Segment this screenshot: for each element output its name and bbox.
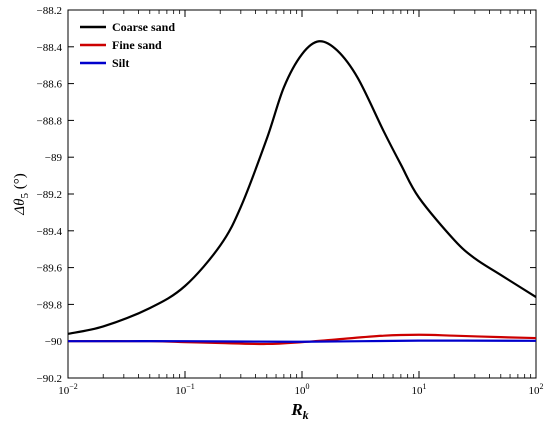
legend-label-coarse-sand: Coarse sand	[112, 20, 175, 34]
y-tick-label: −88.6	[37, 79, 63, 91]
y-tick-label: −90.2	[37, 373, 62, 385]
y-tick-label: −89.6	[37, 263, 63, 275]
x-tick-label: 10−1	[175, 382, 195, 397]
x-axis-title: Rk	[290, 400, 308, 422]
y-tick-label: −89.2	[37, 189, 62, 201]
y-tick-label: −89.8	[37, 299, 63, 311]
y-axis-title-sub: 5	[19, 193, 31, 199]
x-tick-label: 100	[295, 382, 310, 397]
x-axis-title-main: R	[290, 400, 302, 419]
ticks-layer: −88.2 −88.4 −88.6 −88.8 −89 −89.2 −89.4 −89.6 −8…	[37, 5, 544, 397]
y-tick-label: −90	[45, 336, 63, 348]
legend-label-fine-sand: Fine sand	[112, 38, 162, 52]
legend: Coarse sand Fine sand Silt	[80, 20, 175, 70]
y-tick-label: −88.2	[37, 5, 62, 17]
plot-area-frame	[67, 9, 537, 379]
series-line-coarse-sand	[67, 40, 537, 335]
y-tick-label: −88.4	[37, 42, 63, 54]
y-axis-title: Δθ5 (°)	[12, 173, 31, 215]
y-tick-label: −88.8	[37, 115, 63, 127]
x-tick-label: 102	[529, 382, 544, 397]
x-tick-label: 101	[412, 382, 427, 397]
y-axis-title-main: Δθ	[12, 198, 28, 216]
y-tick-label: −89.4	[37, 226, 63, 238]
y-tick-label: −89	[45, 152, 63, 164]
series-line-silt	[67, 339, 537, 343]
x-tick-label: 10−2	[58, 382, 78, 397]
x-axis-title-sub: k	[303, 408, 309, 422]
series-layer	[67, 40, 537, 346]
y-axis-title-unit: (°)	[12, 173, 28, 193]
legend-label-silt: Silt	[112, 56, 129, 70]
